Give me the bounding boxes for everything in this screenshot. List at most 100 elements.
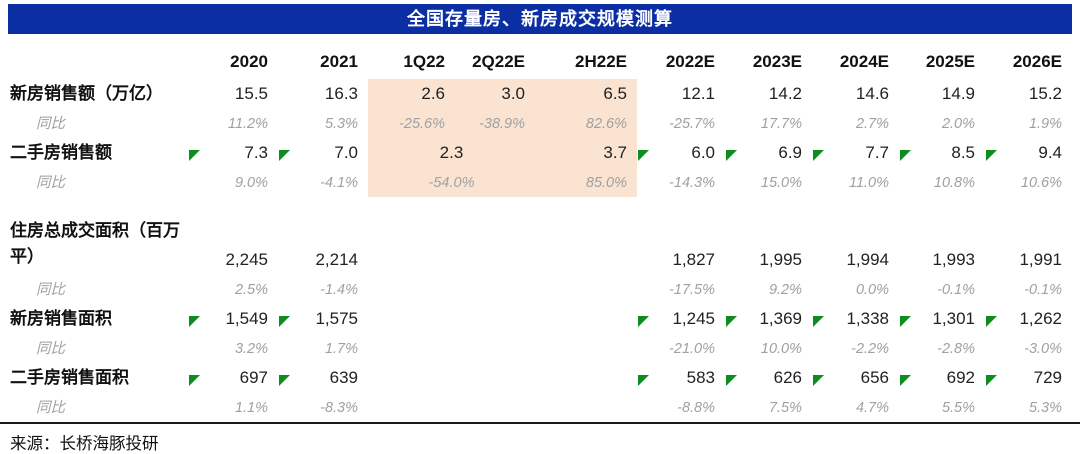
value-cell — [368, 304, 455, 334]
flag-icon — [900, 375, 911, 386]
yoy-cell — [535, 334, 637, 363]
flag-icon — [189, 316, 200, 327]
value-cell — [455, 218, 535, 275]
yoy-cell: -21.0% — [669, 340, 715, 357]
yoy-row-label: 同比 — [36, 281, 65, 298]
yoy-cell: 10.6% — [1020, 174, 1062, 191]
value-cell — [455, 363, 535, 393]
value-cell: 2.3 — [368, 138, 535, 168]
value-cell — [368, 218, 455, 275]
flag-icon — [813, 150, 824, 161]
yoy-cell: 10.8% — [933, 174, 975, 191]
value-cell: 1,827 — [672, 250, 715, 269]
value-cell: 2,245 — [225, 250, 268, 269]
yoy-cell: 2.0% — [941, 115, 975, 132]
yoy-cell: 4.7% — [855, 399, 889, 416]
value-cell: 9.4 — [985, 138, 1072, 168]
yoy-cell: 11.0% — [848, 174, 889, 191]
yoy-row-label: 同比 — [36, 399, 65, 416]
value-cell: 15.5 — [234, 84, 268, 103]
value-cell: 7.7 — [812, 138, 899, 168]
column-header-2025e: 2025E — [925, 52, 975, 71]
column-header-2022e: 2022E — [665, 52, 715, 71]
value-cell — [535, 218, 637, 275]
value-cell: 14.9 — [941, 84, 975, 103]
yoy-cell — [368, 334, 455, 363]
value-cell: 6.5 — [535, 79, 637, 109]
yoy-cell — [455, 393, 535, 422]
flag-icon — [638, 375, 649, 386]
yoy-cell: -3.0% — [1024, 340, 1062, 357]
value-cell: 626 — [725, 363, 812, 393]
yoy-cell: 5.3% — [1028, 399, 1062, 416]
column-header-1q22: 1Q22 — [403, 52, 445, 71]
value-cell: 14.2 — [768, 84, 802, 103]
flag-icon — [638, 316, 649, 327]
yoy-cell: -2.8% — [937, 340, 975, 357]
yoy-cell: 5.3% — [324, 115, 358, 132]
yoy-cell: 1.1% — [234, 399, 268, 416]
yoy-row-label: 同比 — [36, 340, 65, 357]
flag-icon — [726, 316, 737, 327]
flag-icon — [813, 375, 824, 386]
value-cell: 15.2 — [1028, 84, 1062, 103]
value-cell: 12.1 — [681, 84, 715, 103]
value-cell: 16.3 — [324, 84, 358, 103]
value-cell: 1,549 — [188, 304, 278, 334]
yoy-cell: -0.1% — [1024, 281, 1062, 298]
yoy-cell: 5.5% — [941, 399, 975, 416]
value-cell: 7.0 — [278, 138, 368, 168]
yoy-cell: -8.8% — [677, 399, 715, 416]
flag-icon — [986, 150, 997, 161]
value-cell: 3.7 — [535, 138, 637, 168]
section-spacer — [8, 197, 1072, 218]
value-cell: 3.0 — [455, 79, 535, 109]
yoy-cell: -0.1% — [937, 281, 975, 298]
column-header-2h22e: 2H22E — [575, 52, 627, 71]
flag-icon — [189, 375, 200, 386]
yoy-cell: -54.0% — [368, 168, 535, 197]
yoy-cell: 11.2% — [227, 115, 268, 132]
yoy-cell — [455, 275, 535, 304]
value-cell — [535, 304, 637, 334]
yoy-row-label: 同比 — [36, 115, 65, 132]
yoy-cell: -1.4% — [320, 281, 358, 298]
flag-icon — [638, 150, 649, 161]
value-cell: 14.6 — [855, 84, 889, 103]
source-note: 来源：长桥海豚投研 — [10, 435, 159, 453]
column-header-2021: 2021 — [320, 52, 358, 71]
column-header-2024e: 2024E — [839, 52, 889, 71]
value-cell: 697 — [188, 363, 278, 393]
column-header-2026e: 2026E — [1012, 52, 1062, 71]
column-header-2020: 2020 — [230, 52, 268, 71]
value-cell: 8.5 — [899, 138, 985, 168]
flag-icon — [813, 316, 824, 327]
value-cell: 7.3 — [188, 138, 278, 168]
flag-icon — [279, 375, 290, 386]
yoy-cell: 7.5% — [768, 399, 802, 416]
value-cell — [455, 304, 535, 334]
yoy-cell: -25.7% — [669, 115, 715, 132]
yoy-cell: 1.7% — [324, 340, 358, 357]
yoy-cell: -14.3% — [669, 174, 715, 191]
row-label: 二手房销售面积 — [10, 368, 129, 387]
flag-icon — [986, 316, 997, 327]
row-label: 住房总成交面积（百万平） — [10, 221, 180, 266]
flag-icon — [726, 375, 737, 386]
value-cell: 1,993 — [932, 250, 975, 269]
value-cell: 692 — [899, 363, 985, 393]
value-cell: 639 — [278, 363, 368, 393]
flag-icon — [279, 316, 290, 327]
yoy-cell: 85.0% — [535, 168, 637, 197]
value-cell: 2.6 — [368, 79, 455, 109]
value-cell: 1,245 — [637, 304, 725, 334]
flag-icon — [726, 150, 737, 161]
value-cell: 656 — [812, 363, 899, 393]
yoy-cell: -4.1% — [320, 174, 358, 191]
yoy-cell: 17.7% — [760, 115, 802, 132]
yoy-cell: 1.9% — [1028, 115, 1062, 132]
value-cell: 1,338 — [812, 304, 899, 334]
value-cell: 6.9 — [725, 138, 812, 168]
yoy-cell: -38.9% — [455, 109, 535, 138]
header-corner-cell — [8, 34, 188, 79]
